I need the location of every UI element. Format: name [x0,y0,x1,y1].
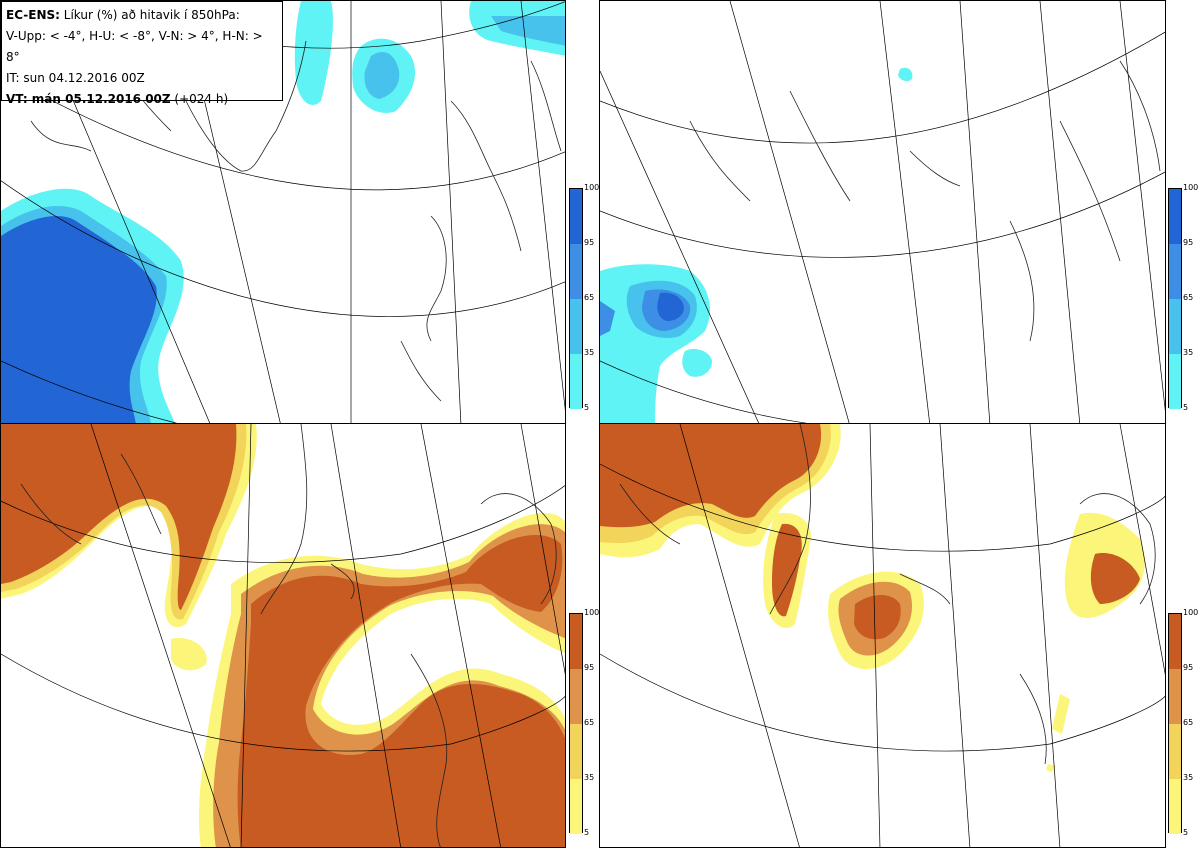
cb-tick-tl-95: 95 [584,238,595,247]
map-legend: EC-ENS: Líkur (%) að hitavik í 850hPa: V… [1,1,283,106]
cb-tick-br-5: 5 [1183,828,1189,837]
cb-tick-bl-35: 35 [584,773,595,782]
cb-tick-tr-100: 100 [1183,183,1199,192]
map-panel-bottom-left [0,423,566,848]
cb-tick-tl-65: 65 [584,293,595,302]
legend-thresholds: V-Upp: < -4°, H-U: < -8°, V-N: > 4°, H-N… [6,29,263,64]
colorbar-top-left [569,188,583,409]
cb-tick-tl-5: 5 [584,403,590,412]
colorbar-bottom-left [569,613,583,834]
map-panel-top-right [599,0,1166,425]
cb-tick-bl-100: 100 [584,608,600,617]
map-panel-bottom-right [599,423,1166,848]
legend-subtitle: Líkur (%) að hitavik í 850hPa: [59,8,240,22]
colorbar-bottom-right [1168,613,1182,834]
map-svg-bottom-left [1,424,565,847]
cb-tick-tl-35: 35 [584,348,595,357]
cb-tick-tl-100: 100 [584,183,600,192]
legend-init-time: IT: sun 04.12.2016 00Z [6,71,145,85]
map-svg-bottom-right [600,424,1165,847]
cb-tick-bl-5: 5 [584,828,590,837]
cb-tick-br-65: 65 [1183,718,1194,727]
legend-lead-time: (+024 h) [170,92,229,106]
map-svg-top-right [600,1,1165,424]
cb-tick-bl-65: 65 [584,718,595,727]
cb-tick-bl-95: 95 [584,663,595,672]
cb-tick-br-35: 35 [1183,773,1194,782]
cb-tick-tr-35: 35 [1183,348,1194,357]
legend-title: EC-ENS: [6,8,60,22]
cb-tick-tr-5: 5 [1183,403,1189,412]
cb-tick-br-100: 100 [1183,608,1199,617]
map-svg-top-left [1,1,565,424]
cb-tick-tr-95: 95 [1183,238,1194,247]
cb-tick-br-95: 95 [1183,663,1194,672]
map-panel-top-left: EC-ENS: Líkur (%) að hitavik í 850hPa: V… [0,0,566,425]
cb-tick-tr-65: 65 [1183,293,1194,302]
legend-valid-time: VT: mán 05.12.2016 00Z [6,92,171,106]
colorbar-top-right [1168,188,1182,409]
